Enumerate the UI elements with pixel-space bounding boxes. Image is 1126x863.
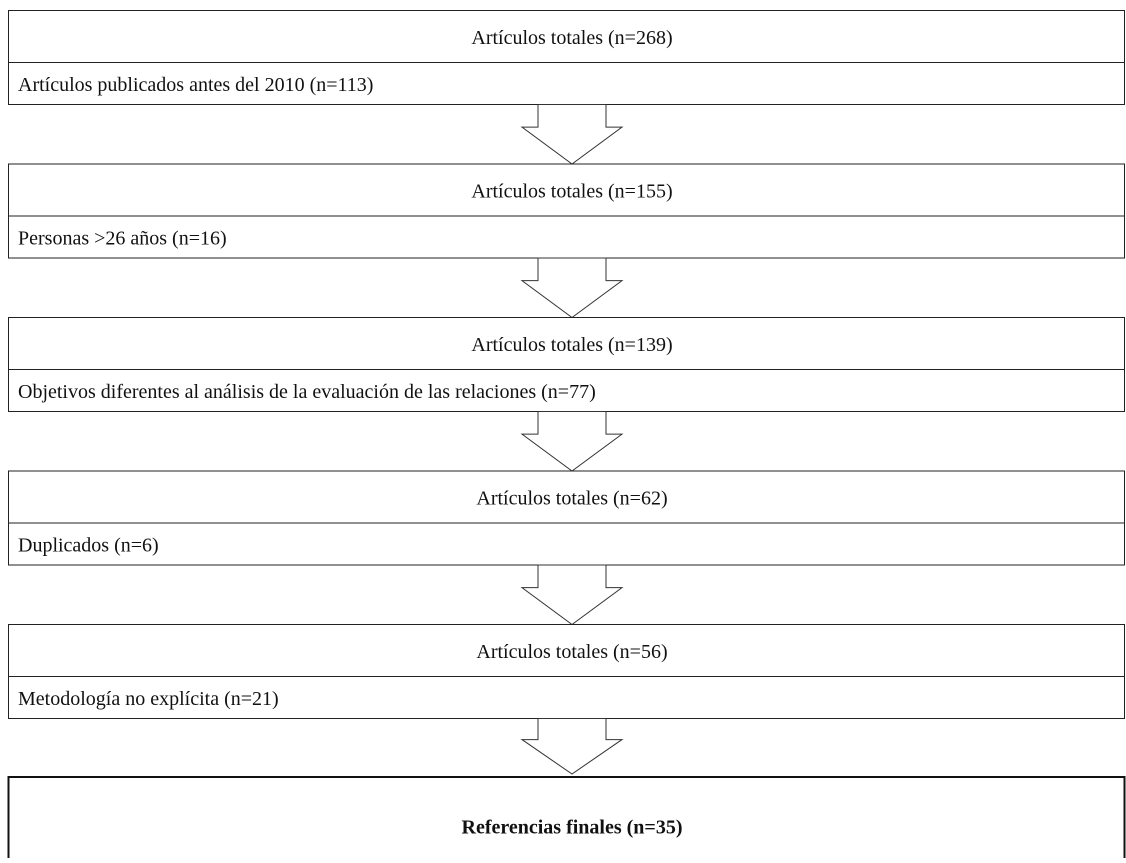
down-arrow xyxy=(520,257,624,319)
stage-box xyxy=(8,470,1125,566)
stage-total: Artículos totales (n=268) xyxy=(471,27,672,49)
down-arrow xyxy=(520,718,624,775)
stage-total: Artículos totales (n=62) xyxy=(476,488,667,510)
down-arrow xyxy=(520,564,624,626)
stage-excluded: Metodología no explícita (n=21) xyxy=(18,688,279,710)
stage-box xyxy=(8,163,1125,259)
down-arrow xyxy=(520,411,624,472)
stage-excluded: Objetivos diferentes al análisis de la e… xyxy=(18,381,596,403)
stage-box xyxy=(8,624,1125,719)
stage-box xyxy=(8,317,1125,412)
stage-total: Artículos totales (n=139) xyxy=(471,334,672,356)
stage-excluded: Personas >26 años (n=16) xyxy=(18,228,227,250)
final-label: Referencias finales (n=35) xyxy=(462,817,683,839)
stage-box xyxy=(8,10,1125,105)
stage-excluded: Duplicados (n=6) xyxy=(18,535,159,557)
stage-total: Artículos totales (n=56) xyxy=(476,641,667,663)
down-arrow xyxy=(520,104,624,165)
stage-total: Artículos totales (n=155) xyxy=(471,181,672,203)
stage-excluded: Artículos publicados antes del 2010 (n=1… xyxy=(18,74,373,96)
